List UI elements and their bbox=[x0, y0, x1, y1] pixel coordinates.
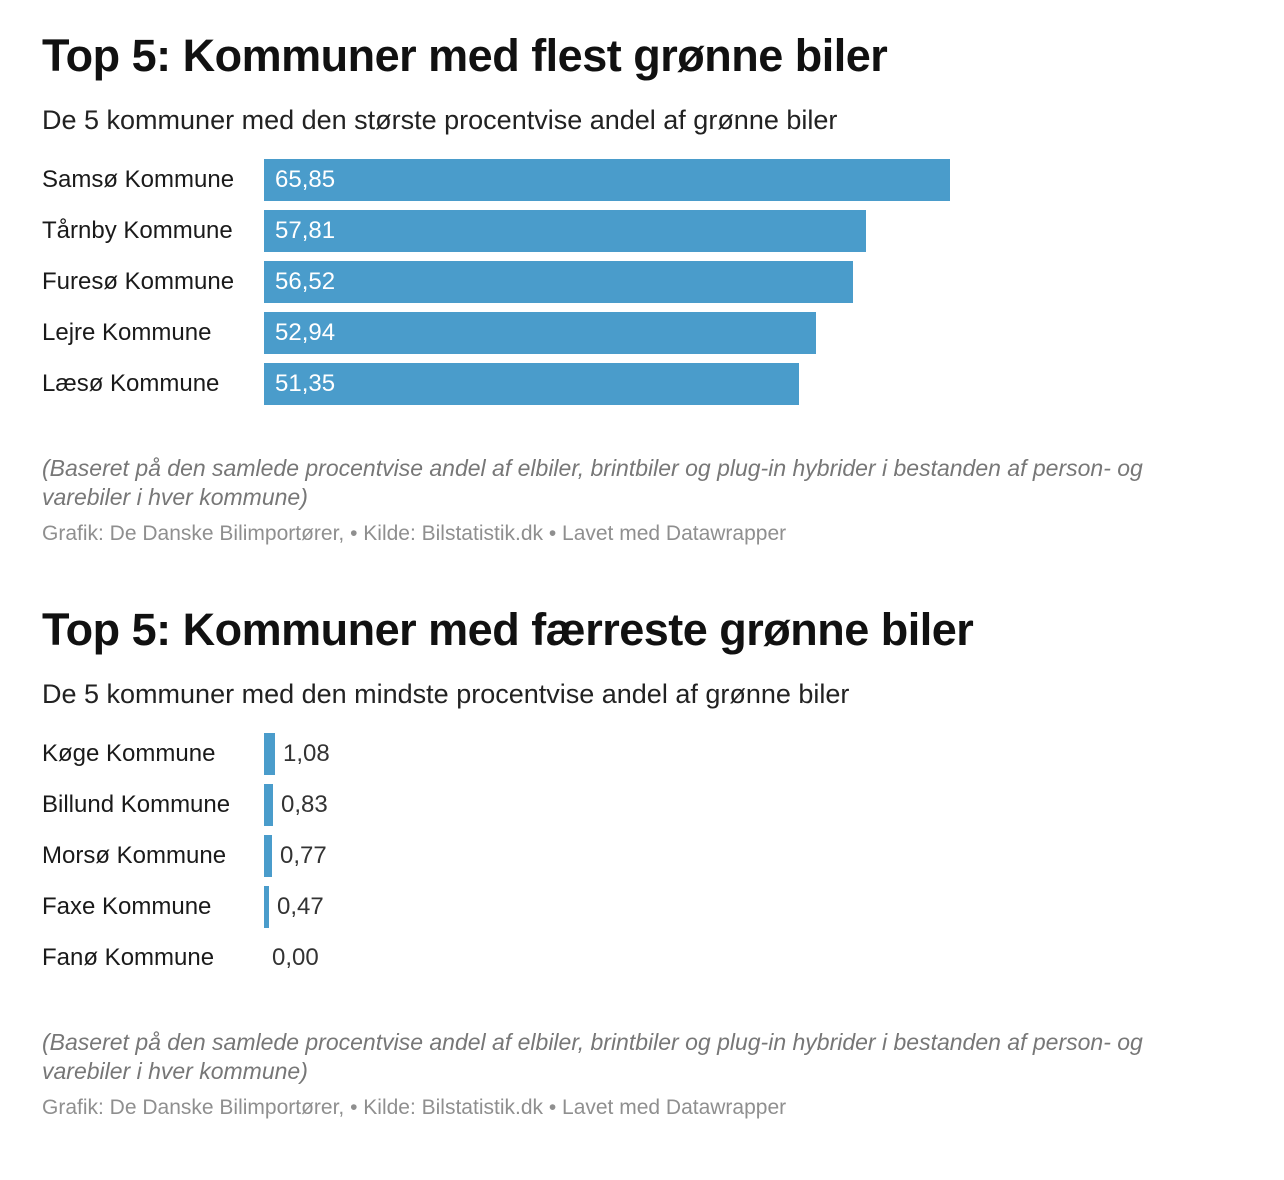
chart-subtitle: De 5 kommuner med den mindste procentvis… bbox=[42, 679, 850, 709]
category-label: Læsø Kommune bbox=[42, 370, 220, 397]
value-label: 65,85 bbox=[275, 166, 336, 193]
bar-rows: Samsø Kommune 65,85 Tårnby Kommune 57,81 Fur… bbox=[42, 159, 1242, 414]
value-label: 57,81 bbox=[275, 217, 336, 244]
value-label: 52,94 bbox=[275, 319, 336, 346]
category-label: Fanø Kommune bbox=[42, 944, 215, 971]
bar bbox=[264, 312, 816, 354]
bar bbox=[264, 835, 272, 877]
bar bbox=[264, 210, 866, 252]
bar-row: Læsø Kommune 51,35 bbox=[42, 363, 1242, 414]
bar-row: Tårnby Kommune 57,81 bbox=[42, 210, 1242, 261]
value-label: 1,08 bbox=[283, 740, 330, 767]
chart-note: (Baseret på den samlede procentvise ande… bbox=[42, 455, 1143, 510]
category-label: Samsø Kommune bbox=[42, 166, 235, 193]
bar bbox=[264, 159, 950, 201]
value-label: 0,83 bbox=[281, 791, 328, 818]
value-label: 0,47 bbox=[277, 893, 324, 920]
bar-row: Fanø Kommune 0,00 bbox=[42, 937, 1242, 988]
bar-row: Morsø Kommune 0,77 bbox=[42, 835, 1242, 886]
bar bbox=[264, 261, 853, 303]
bar bbox=[264, 784, 273, 826]
chart-subtitle: De 5 kommuner med den største procentvis… bbox=[42, 105, 838, 135]
bar-row: Billund Kommune 0,83 bbox=[42, 784, 1242, 835]
chart-credit: Grafik: De Danske Bilimportører, • Kilde… bbox=[42, 1096, 787, 1119]
value-label: 56,52 bbox=[275, 268, 336, 295]
bar-row: Køge Kommune 1,08 bbox=[42, 733, 1242, 784]
bar-rows: Køge Kommune 1,08 Billund Kommune 0,83 Morsø… bbox=[42, 733, 1242, 988]
category-label: Køge Kommune bbox=[42, 740, 216, 767]
bar-row: Samsø Kommune 65,85 bbox=[42, 159, 1242, 210]
category-label: Faxe Kommune bbox=[42, 893, 212, 920]
bar bbox=[264, 733, 275, 775]
bar bbox=[264, 363, 799, 405]
chart-top-faerreste: Top 5: Kommuner med færreste grønne bile… bbox=[42, 604, 1242, 1122]
chart-title: Top 5: Kommuner med færreste grønne bile… bbox=[42, 604, 974, 655]
value-label: 0,00 bbox=[272, 944, 319, 971]
bar-row: Furesø Kommune 56,52 bbox=[42, 261, 1242, 312]
category-label: Morsø Kommune bbox=[42, 842, 227, 869]
chart-top-flest: Top 5: Kommuner med flest grønne biler D… bbox=[42, 0, 1242, 548]
value-label: 51,35 bbox=[275, 370, 336, 397]
value-label: 0,77 bbox=[280, 842, 327, 869]
bar-row: Faxe Kommune 0,47 bbox=[42, 886, 1242, 937]
bar bbox=[264, 886, 269, 928]
category-label: Tårnby Kommune bbox=[42, 217, 233, 244]
category-label: Furesø Kommune bbox=[42, 268, 235, 295]
chart-title: Top 5: Kommuner med flest grønne biler bbox=[42, 30, 888, 81]
category-label: Billund Kommune bbox=[42, 791, 231, 818]
category-label: Lejre Kommune bbox=[42, 319, 212, 346]
chart-note: (Baseret på den samlede procentvise ande… bbox=[42, 1029, 1143, 1084]
chart-credit: Grafik: De Danske Bilimportører, • Kilde… bbox=[42, 522, 787, 545]
bar-row: Lejre Kommune 52,94 bbox=[42, 312, 1242, 363]
